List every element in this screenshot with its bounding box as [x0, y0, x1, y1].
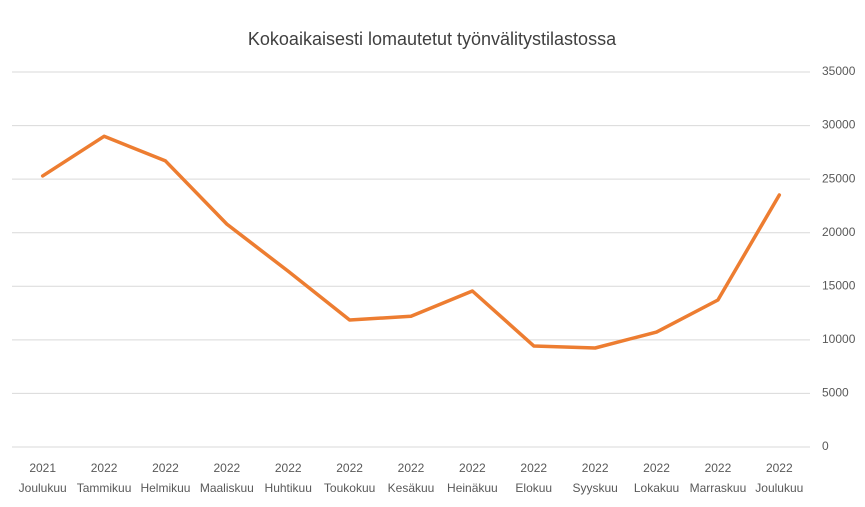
- x-tick-label: Toukokuu: [324, 481, 375, 495]
- x-tick-label: Huhtikuu: [265, 481, 312, 495]
- x-tick-label: 2022: [398, 461, 425, 475]
- x-tick-label: Kesäkuu: [388, 481, 435, 495]
- x-tick-label: 2022: [705, 461, 732, 475]
- y-tick-label: 25000: [822, 171, 856, 185]
- x-tick-label: 2022: [213, 461, 240, 475]
- x-tick-label: Lokakuu: [634, 481, 679, 495]
- x-tick-label: 2022: [152, 461, 179, 475]
- y-tick-label: 15000: [822, 278, 856, 292]
- x-tick-label: 2022: [336, 461, 363, 475]
- x-tick-label: Tammikuu: [77, 481, 132, 495]
- chart-title: Kokoaikaisesti lomautetut työnvälitystil…: [248, 29, 617, 49]
- x-tick-label: Elokuu: [515, 481, 552, 495]
- y-tick-label: 35000: [822, 64, 856, 78]
- x-tick-label: 2022: [643, 461, 670, 475]
- x-tick-label: Maaliskuu: [200, 481, 254, 495]
- x-tick-label: 2021: [29, 461, 56, 475]
- line-series: [40, 134, 782, 350]
- y-tick-label: 30000: [822, 118, 856, 132]
- x-tick-label: Heinäkuu: [447, 481, 498, 495]
- x-tick-label: Syyskuu: [572, 481, 617, 495]
- x-tick-label: Joulukuu: [19, 481, 67, 495]
- x-tick-label: Joulukuu: [755, 481, 803, 495]
- y-tick-label: 20000: [822, 225, 856, 239]
- x-tick-label: 2022: [520, 461, 547, 475]
- y-tick-label: 0: [822, 439, 829, 453]
- x-tick-label: Marraskuu: [690, 481, 747, 495]
- x-tick-label: 2022: [275, 461, 302, 475]
- x-tick-label: 2022: [459, 461, 486, 475]
- x-tick-label: 2022: [766, 461, 793, 475]
- y-tick-label: 5000: [822, 386, 849, 400]
- x-tick-label: 2022: [91, 461, 118, 475]
- y-tick-label: 10000: [822, 332, 856, 346]
- x-tick-label: 2022: [582, 461, 609, 475]
- x-tick-label: Helmikuu: [140, 481, 190, 495]
